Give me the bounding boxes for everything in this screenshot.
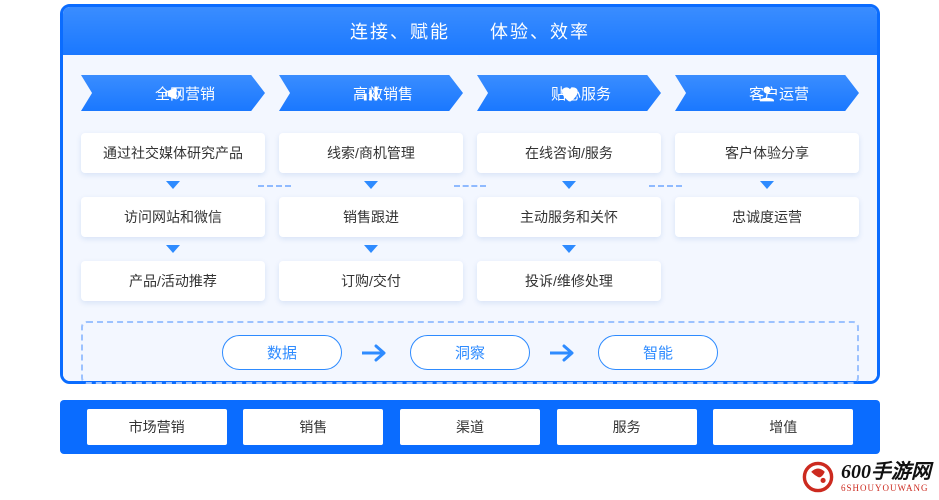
bottom-bar: 市场营销销售渠道服务增值 [60, 400, 880, 454]
watermark-main: 600手游网 [841, 462, 931, 482]
chevron-down-icon [166, 245, 180, 253]
chevron-down-icon [166, 181, 180, 189]
pill: 数据 [222, 335, 342, 370]
item-box: 忠诚度运营 [675, 197, 859, 237]
bottom-box: 增值 [713, 409, 853, 445]
item-box: 访问网站和微信 [81, 197, 265, 237]
chevron-down-icon [562, 181, 576, 189]
column-1: 高效销售 线索/商机管理销售跟进订购/交付 [279, 75, 463, 301]
bars-icon [329, 85, 345, 101]
dash-connector [258, 185, 291, 187]
chevron-down-icon [364, 245, 378, 253]
column-2: 贴心服务 在线咨询/服务主动服务和关怀投诉/维修处理 [477, 75, 661, 301]
bottom-box: 市场营销 [87, 409, 227, 445]
watermark: 600手游网 6SHOUYOUWANG [801, 460, 931, 494]
column-3: 客户运营 客户体验分享忠诚度运营 [675, 75, 859, 301]
item-box: 在线咨询/服务 [477, 133, 661, 173]
chevron-down-icon [364, 181, 378, 189]
pill-row: 数据 洞察 智能 [81, 321, 859, 384]
content-area: 全网营销 通过社交媒体研究产品访问网站和微信产品/活动推荐 高效销售 线索/商机… [63, 55, 877, 381]
column-tab: 客户运营 [675, 75, 859, 111]
person-icon [725, 85, 741, 101]
watermark-sub: 6SHOUYOUWANG [841, 484, 931, 493]
arrow-right-icon [362, 344, 390, 362]
pill: 洞察 [410, 335, 530, 370]
dash-connector [454, 185, 487, 187]
dash-connector [649, 185, 682, 187]
header-left: 连接、赋能 [350, 18, 450, 44]
column-tab: 全网营销 [81, 75, 265, 111]
header-band: 连接、赋能 体验、效率 [63, 7, 877, 55]
item-box: 销售跟进 [279, 197, 463, 237]
arrow-right-icon [550, 344, 578, 362]
chevron-down-icon [562, 245, 576, 253]
item-box: 线索/商机管理 [279, 133, 463, 173]
column-tab: 高效销售 [279, 75, 463, 111]
column-0: 全网营销 通过社交媒体研究产品访问网站和微信产品/活动推荐 [81, 75, 265, 301]
header-right: 体验、效率 [490, 18, 590, 44]
bottom-box: 销售 [243, 409, 383, 445]
item-box: 通过社交媒体研究产品 [81, 133, 265, 173]
item-box: 客户体验分享 [675, 133, 859, 173]
bottom-box: 渠道 [400, 409, 540, 445]
megaphone-icon [131, 85, 147, 101]
columns-row: 全网营销 通过社交媒体研究产品访问网站和微信产品/活动推荐 高效销售 线索/商机… [81, 75, 859, 301]
pill: 智能 [598, 335, 718, 370]
watermark-logo-icon [801, 460, 835, 494]
column-tab: 贴心服务 [477, 75, 661, 111]
main-panel: 连接、赋能 体验、效率 全网营销 通过社交媒体研究产品访问网站和微信产品/活动推… [60, 4, 880, 384]
item-box: 订购/交付 [279, 261, 463, 301]
item-box: 投诉/维修处理 [477, 261, 661, 301]
bottom-box: 服务 [557, 409, 697, 445]
item-box: 产品/活动推荐 [81, 261, 265, 301]
heart-icon [527, 85, 543, 101]
item-box: 主动服务和关怀 [477, 197, 661, 237]
chevron-down-icon [760, 181, 774, 189]
